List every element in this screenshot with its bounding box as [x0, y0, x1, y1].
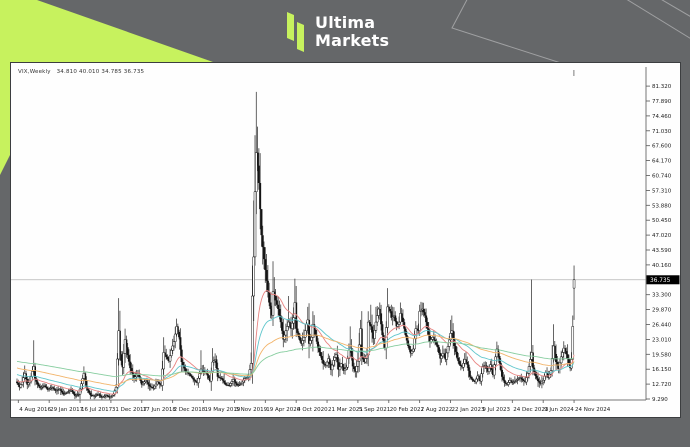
- svg-text:12.720: 12.720: [652, 382, 672, 388]
- brand-name-line2: Markets: [315, 31, 390, 50]
- svg-text:67.600: 67.600: [652, 144, 672, 150]
- svg-text:17 Jun 2018: 17 Jun 2018: [143, 407, 177, 413]
- svg-text:3 Nov 2019: 3 Nov 2019: [235, 407, 267, 413]
- brand-logo: Ultima Markets: [286, 12, 389, 52]
- svg-text:40.160: 40.160: [652, 263, 672, 269]
- svg-text:29.870: 29.870: [652, 308, 672, 314]
- svg-text:36.735: 36.735: [650, 278, 671, 284]
- brand-name-line1: Ultima: [315, 13, 376, 32]
- svg-text:23.010: 23.010: [652, 337, 672, 343]
- axis-frame: [11, 67, 647, 401]
- price-axis[interactable]: 81.320 77.890 74.460 71.030 67.600 64.170 60.7…: [646, 84, 672, 403]
- svg-text:64.170: 64.170: [652, 159, 672, 165]
- svg-text:24 Dec 2023: 24 Dec 2023: [513, 407, 549, 413]
- current-price-badge: 36.735: [646, 275, 680, 285]
- svg-text:16.150: 16.150: [652, 367, 672, 373]
- svg-text:43.590: 43.590: [652, 248, 672, 254]
- svg-text:26.440: 26.440: [652, 323, 672, 329]
- svg-text:19 May 2019: 19 May 2019: [205, 407, 241, 413]
- svg-text:31 Dec 2017: 31 Dec 2017: [112, 407, 148, 413]
- svg-text:4 Aug 2016: 4 Aug 2016: [19, 407, 51, 413]
- svg-text:9 Jun 2024: 9 Jun 2024: [544, 407, 574, 413]
- svg-text:53.880: 53.880: [652, 203, 672, 209]
- svg-text:77.890: 77.890: [652, 99, 672, 105]
- svg-text:74.460: 74.460: [652, 114, 672, 120]
- candlestick-bars: [16, 91, 576, 401]
- chart-panel: VIX,Weekly 34.810 40.010 34.785 36.735 8…: [10, 62, 681, 418]
- svg-text:19.580: 19.580: [652, 352, 672, 358]
- svg-text:29 Jan 2017: 29 Jan 2017: [50, 407, 83, 413]
- svg-text:33.300: 33.300: [652, 293, 672, 299]
- svg-text:60.740: 60.740: [652, 174, 672, 180]
- svg-text:2 Dec 2018: 2 Dec 2018: [174, 407, 206, 413]
- svg-text:7 Aug 2022: 7 Aug 2022: [421, 407, 453, 413]
- svg-text:16 Jul 2017: 16 Jul 2017: [81, 407, 113, 413]
- svg-text:5 Sep 2021: 5 Sep 2021: [359, 407, 390, 413]
- svg-text:22 Jan 2023: 22 Jan 2023: [452, 407, 485, 413]
- brand-name: Ultima Markets: [315, 14, 389, 50]
- svg-text:47.020: 47.020: [652, 233, 672, 239]
- svg-text:9.290: 9.290: [652, 397, 668, 403]
- svg-text:9 Jul 2023: 9 Jul 2023: [482, 407, 510, 413]
- candlestick-chart[interactable]: 81.320 77.890 74.460 71.030 67.600 64.170 60.7…: [11, 63, 682, 419]
- svg-text:50.450: 50.450: [652, 218, 672, 224]
- ultima-markets-logo-icon: [287, 12, 304, 52]
- svg-text:24 Nov 2024: 24 Nov 2024: [575, 407, 611, 413]
- header-banner: Ultima Markets: [0, 0, 690, 62]
- svg-text:19 Apr 2020: 19 Apr 2020: [266, 407, 301, 413]
- svg-text:4 Oct 2020: 4 Oct 2020: [297, 407, 328, 413]
- svg-text:21 Mar 2021: 21 Mar 2021: [328, 407, 363, 413]
- svg-text:71.030: 71.030: [652, 129, 672, 135]
- header-outline-shapes: [451, 0, 690, 62]
- moving-average-lines: [16, 290, 575, 395]
- svg-text:81.320: 81.320: [652, 84, 672, 90]
- svg-text:57.310: 57.310: [652, 188, 672, 194]
- lime-left-sliver: [0, 62, 10, 175]
- svg-text:20 Feb 2022: 20 Feb 2022: [390, 407, 424, 413]
- chart-title-ohlc: VIX,Weekly 34.810 40.010 34.785 36.735: [18, 69, 145, 75]
- footer-banner: [0, 418, 690, 447]
